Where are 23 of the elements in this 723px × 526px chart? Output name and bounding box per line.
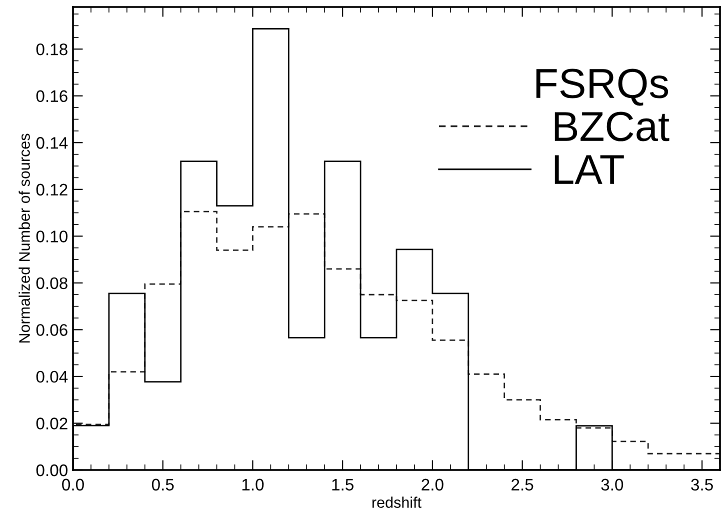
y-tick-label: 0.14 <box>36 137 68 149</box>
legend-label: LAT <box>554 155 624 184</box>
x-axis-title: redshift <box>372 496 422 508</box>
legend-label: BZCat <box>554 112 670 142</box>
y-tick-label: 0.12 <box>36 184 68 196</box>
y-tick-label: 0.04 <box>36 370 68 383</box>
x-tick-label: 3.5 <box>691 478 713 491</box>
y-tick-label: 0.10 <box>36 230 68 242</box>
x-tick-label: 0.0 <box>62 478 84 491</box>
y-tick-label: 0.06 <box>36 324 68 336</box>
y-tick-label: 0.00 <box>36 464 68 476</box>
y-tick-label: 0.18 <box>36 43 68 56</box>
x-tick-label: 0.5 <box>152 478 174 491</box>
y-axis-title: Normalized Number of sources <box>18 134 30 343</box>
x-tick-label: 2.0 <box>422 478 444 491</box>
y-tick-label: 0.08 <box>36 277 68 290</box>
y-tick-label: 0.16 <box>36 90 68 102</box>
x-tick-label: 3.0 <box>601 478 624 491</box>
x-tick-label: 2.5 <box>512 478 534 491</box>
y-tick-label: 0.02 <box>36 418 68 430</box>
x-tick-label: 1.0 <box>242 478 264 491</box>
legend-title: FSRQs <box>536 68 668 106</box>
x-tick-label: 1.5 <box>332 478 354 491</box>
